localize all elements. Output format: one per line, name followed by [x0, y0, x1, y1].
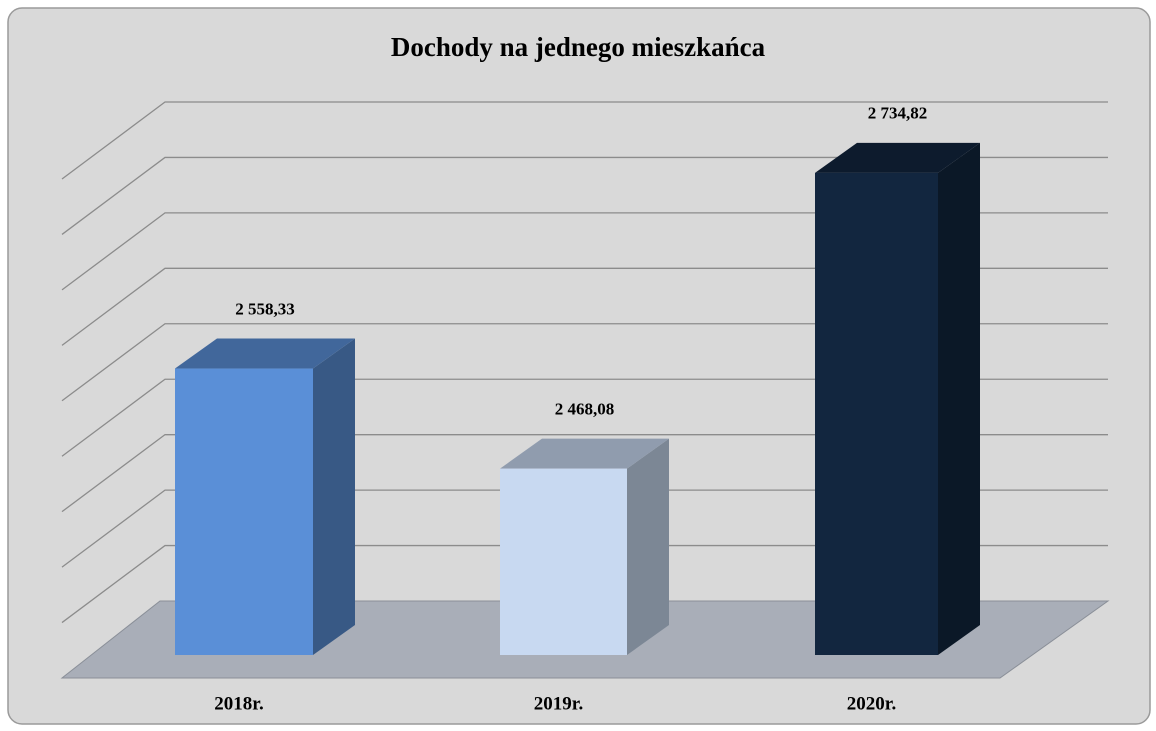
value-label: 2 468,08 — [555, 400, 615, 419]
grid-line — [61, 489, 1108, 568]
chart-title: Dochody na jednego mieszkańca — [391, 32, 766, 62]
grid-line — [61, 378, 1108, 457]
grid-line — [61, 101, 1108, 180]
value-label: 2 734,82 — [868, 104, 928, 123]
grid-line — [61, 267, 1108, 346]
value-label: 2 558,33 — [235, 299, 295, 318]
bar-side — [313, 338, 355, 655]
bar — [815, 172, 938, 655]
bar — [500, 468, 627, 655]
grid-line — [61, 212, 1108, 291]
bar-top — [500, 438, 669, 469]
grid-line — [61, 544, 1108, 624]
x-tick-label: 2019r. — [534, 693, 583, 714]
bar-side — [627, 438, 669, 655]
x-tick-label: 2018r. — [214, 693, 263, 714]
bar — [175, 368, 313, 655]
grid-line — [61, 156, 1108, 235]
bar-side — [938, 142, 980, 655]
grid-line — [61, 434, 1108, 513]
x-tick-label: 2020r. — [847, 693, 896, 714]
grid-line — [61, 323, 1108, 402]
bar-top — [175, 338, 355, 369]
bar-top — [815, 142, 980, 173]
